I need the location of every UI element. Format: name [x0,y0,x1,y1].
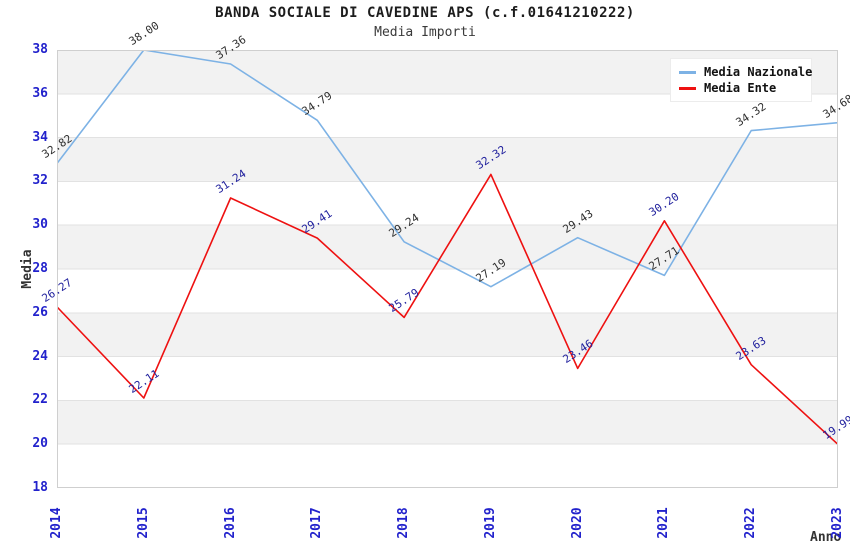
series-line-0 [57,50,838,288]
grid-band [57,181,838,226]
plot-border [57,50,838,488]
legend-item-media-ente: Media Ente [679,80,803,96]
x-tick-label: 2023 [830,507,845,539]
y-tick-label: 20 [32,436,48,452]
legend-marker-media-ente [679,86,696,90]
legend: Media Nazionale Media Ente [670,58,812,102]
y-tick-label: 28 [32,261,48,276]
x-tick-label: 2014 [49,507,64,539]
y-tick-label: 26 [32,304,48,320]
chart-subtitle: Media Importi [374,25,476,40]
grid-band [57,400,838,445]
x-tick-label: 2017 [309,507,325,539]
legend-marker-media-nazionale [679,70,696,74]
x-tick-label: 2020 [569,507,585,539]
y-tick-label: 30 [32,217,48,233]
chart-title: BANDA SOCIALE DI CAVEDINE APS (c.f.01641… [215,5,635,21]
legend-label-media-nazionale: Media Nazionale [704,65,813,79]
y-tick-label: 38 [32,42,48,57]
y-tick-label: 34 [32,129,48,145]
y-tick-label: 36 [32,85,48,101]
grid-band [57,356,838,401]
y-tick-label: 24 [32,348,48,364]
x-tick-label: 2016 [222,507,238,539]
y-tick-label: 22 [32,392,48,408]
legend-label-media-ente: Media Ente [704,81,777,95]
legend-item-media-nazionale: Media Nazionale [679,64,812,80]
x-tick-label: 2021 [656,507,672,539]
x-tick-label: 2015 [135,507,151,539]
grid-band [57,444,838,488]
y-tick-label: 18 [32,480,48,495]
x-tick-label: 2022 [743,507,759,539]
grid-band [57,269,838,313]
x-tick-label: 2019 [482,507,498,539]
plot-area [57,50,838,488]
x-tick-label: 2018 [396,507,412,539]
plot-svg [57,50,838,488]
series-line-1 [57,173,838,445]
grid-band [57,137,838,182]
x-axis-title: Anno [810,530,842,545]
y-tick-label: 32 [32,173,48,189]
grid-band [57,312,838,357]
